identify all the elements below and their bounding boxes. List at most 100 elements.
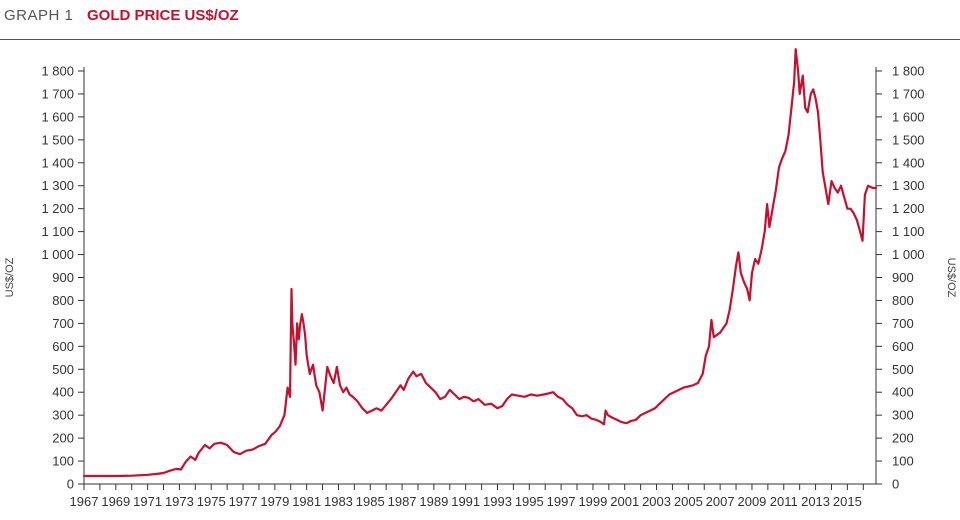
x-tick-label: 1967	[70, 494, 99, 509]
data-point	[283, 414, 285, 416]
data-point	[640, 414, 642, 416]
data-point	[867, 185, 869, 187]
data-point	[664, 398, 666, 400]
data-point	[812, 88, 814, 90]
y-tick-label-left: 1 600	[41, 109, 74, 124]
data-point	[439, 398, 441, 400]
data-point	[749, 299, 751, 301]
data-point	[477, 398, 479, 400]
data-point	[336, 366, 338, 368]
data-point	[299, 322, 301, 324]
x-tick-label: 1971	[133, 494, 162, 509]
data-point	[654, 407, 656, 409]
data-point	[843, 196, 845, 198]
y-tick-label-left: 1 700	[41, 86, 74, 101]
data-point	[678, 389, 680, 391]
data-point	[649, 410, 651, 412]
data-point	[804, 107, 806, 109]
y-tick-label-right: 1 400	[892, 155, 925, 170]
y-tick-label-left: 200	[52, 431, 74, 446]
chart-title: GOLD PRICE US$/OZ	[87, 7, 239, 24]
data-point	[415, 375, 417, 377]
data-point	[784, 150, 786, 152]
x-tick-label: 2009	[737, 494, 766, 509]
data-point	[659, 403, 661, 405]
data-point	[497, 407, 499, 409]
y-tick-label-left: 1 100	[41, 224, 74, 239]
x-tick-label: 1985	[356, 494, 385, 509]
header-divider	[0, 39, 960, 40]
data-point	[366, 412, 368, 414]
data-point	[687, 386, 689, 388]
data-point	[468, 397, 470, 399]
y-tick-label-right: 1 200	[892, 201, 925, 216]
data-point	[819, 139, 821, 141]
x-axis: 1967 1969 1971 1973 1975 1977 1979 1981 1983 1985…	[70, 484, 864, 509]
data-point	[326, 366, 328, 368]
data-point	[824, 185, 826, 187]
data-point	[233, 451, 235, 453]
data-point	[834, 187, 836, 189]
data-point	[595, 419, 597, 421]
y-tick-label-left: 1 000	[41, 247, 74, 262]
y-tick-label-right: 300	[892, 408, 914, 423]
data-point	[357, 400, 359, 402]
data-point	[831, 180, 833, 182]
data-point	[807, 111, 809, 113]
y-tick-label-right: 1 700	[892, 86, 925, 101]
x-tick-label: 2013	[801, 494, 830, 509]
data-point	[795, 48, 797, 50]
data-point	[815, 98, 817, 100]
data-point	[726, 322, 728, 324]
data-point	[743, 281, 745, 283]
data-point	[778, 166, 780, 168]
data-point	[506, 398, 508, 400]
x-tick-label: 2015	[833, 494, 862, 509]
data-point	[180, 469, 182, 471]
data-point	[846, 208, 848, 210]
data-point	[719, 332, 721, 334]
data-point	[312, 364, 314, 366]
data-point	[412, 371, 414, 373]
data-point	[853, 212, 855, 214]
y-tick-label-right: 1 500	[892, 132, 925, 147]
y-tick-label-left: 1 500	[41, 132, 74, 147]
right-y-axis: 0 100 200 300 400 500 600 700 800 900 1 000 1 100 1 …	[876, 64, 925, 492]
data-point	[376, 407, 378, 409]
data-point	[603, 423, 605, 425]
data-point	[557, 396, 559, 398]
data-point	[722, 327, 724, 329]
y-tick-label-right: 1 100	[892, 224, 925, 239]
data-point	[301, 313, 303, 315]
data-point	[791, 104, 793, 106]
data-point	[772, 208, 774, 210]
data-point	[380, 410, 382, 412]
y-tick-label-right: 900	[892, 270, 914, 285]
data-point	[213, 443, 215, 445]
data-point	[567, 404, 569, 406]
data-point	[115, 475, 117, 477]
data-point	[799, 93, 801, 95]
y-axis-title-left: US$/OZ	[4, 257, 16, 297]
x-tick-label: 1975	[197, 494, 226, 509]
data-point	[781, 157, 783, 159]
data-point	[490, 403, 492, 405]
data-point	[169, 470, 171, 472]
data-point	[420, 373, 422, 375]
data-point	[361, 407, 363, 409]
y-tick-label-left: 600	[52, 339, 74, 354]
data-point	[271, 434, 273, 436]
data-point	[430, 387, 432, 389]
y-tick-label-left: 0	[67, 477, 74, 492]
data-point	[751, 272, 753, 274]
data-point	[304, 334, 306, 336]
data-point	[220, 442, 222, 444]
x-tick-label: 1987	[388, 494, 417, 509]
data-point	[840, 185, 842, 187]
data-point	[600, 421, 602, 423]
data-point	[625, 422, 627, 424]
data-point	[395, 391, 397, 393]
data-point	[817, 111, 819, 113]
x-tick-label: 2003	[642, 494, 671, 509]
